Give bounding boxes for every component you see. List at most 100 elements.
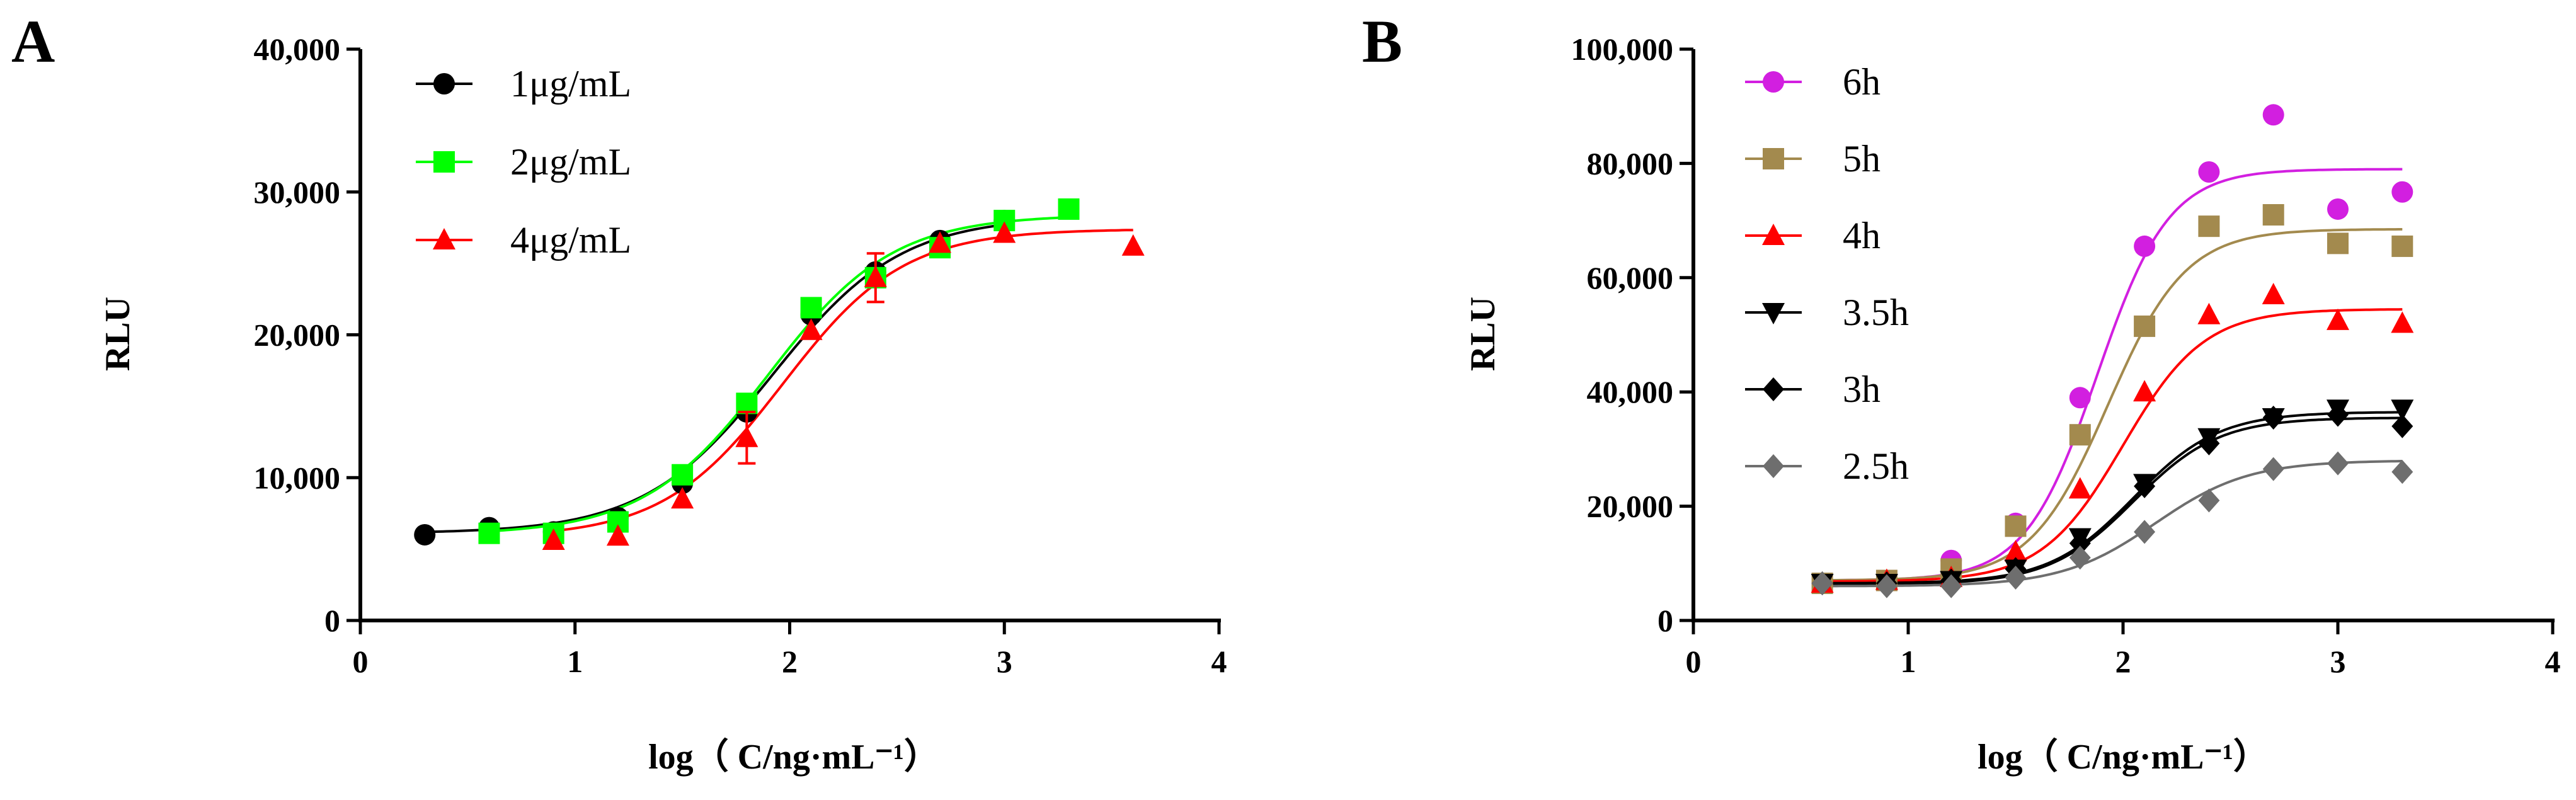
y-tick-label: 60,000 [1587, 260, 1674, 295]
legend-entry: 3h [1843, 369, 1880, 410]
y-tick-label: 40,000 [1587, 374, 1674, 409]
data-point [2133, 380, 2156, 402]
y-tick-label: 40,000 [254, 31, 341, 67]
legend-marker [433, 151, 455, 173]
data-point [993, 221, 1016, 243]
legend-marker [1763, 148, 1784, 169]
data-point [929, 231, 952, 253]
data-point [1875, 574, 1898, 598]
x-tick-label: 1 [567, 644, 583, 679]
data-point [672, 464, 694, 486]
fit-curve-1μg/mL [425, 223, 1005, 534]
data-point [1058, 198, 1080, 220]
legend-marker [1762, 303, 1785, 324]
y-tick-label: 80,000 [1587, 146, 1674, 181]
y-tick-label: 30,000 [254, 174, 341, 210]
y-tick-label: 10,000 [254, 460, 341, 495]
data-point [2134, 520, 2156, 544]
data-point [2391, 460, 2413, 484]
x-tick-label: 0 [1686, 644, 1702, 679]
fit-curve-2μg/mL [489, 216, 1069, 533]
data-point [2134, 474, 2156, 498]
fit-curve-2.5h [1822, 460, 2403, 588]
panel-a: A log（ C/ng·mL⁻¹） RLU 0 1 2 3 4 0 10,000 20,000… [11, 8, 1227, 777]
data-point [800, 297, 822, 319]
data-point [2262, 104, 2284, 126]
data-point [2327, 308, 2349, 330]
legend-entry: 1μg/mL [510, 63, 631, 105]
x-tick-label: 2 [2115, 644, 2131, 679]
data-point [2391, 414, 2413, 438]
data-point [2327, 451, 2349, 476]
panel-letter-b: B [1362, 8, 1402, 75]
data-point [2005, 515, 2027, 537]
data-point [2198, 488, 2220, 513]
fit-curve-5h [1822, 228, 2403, 582]
y-axis-title: RLU [1463, 297, 1503, 371]
data-point [2391, 181, 2413, 203]
y-tick-label: 20,000 [254, 317, 341, 353]
data-point [2068, 477, 2092, 499]
data-point [736, 392, 758, 414]
y-tick-label: 0 [1657, 603, 1673, 638]
legend-marker [1762, 224, 1785, 245]
data-point [414, 523, 436, 546]
data-point [542, 529, 565, 551]
legend-entry: 4h [1843, 215, 1880, 256]
data-point [2198, 161, 2220, 183]
data-point [2069, 546, 2091, 570]
legend-marker [433, 228, 455, 249]
fit-curve-4μg/mL [553, 229, 1133, 532]
x-tick-label: 3 [997, 644, 1012, 679]
data-point [2069, 424, 2091, 446]
data-point [2198, 431, 2220, 455]
x-tick-label: 4 [1211, 644, 1227, 679]
legend-marker [1763, 71, 1784, 93]
data-point [2391, 399, 2414, 421]
data-point [2069, 387, 2091, 409]
data-point [478, 522, 500, 544]
data-point [2327, 232, 2349, 254]
data-point [864, 265, 887, 287]
x-tick-label: 1 [1901, 644, 1916, 679]
legend-entry: 3.5h [1843, 292, 1909, 333]
panel-letter-a: A [11, 8, 55, 75]
x-axis-title: log（ C/ng·mL⁻¹） [648, 737, 939, 777]
data-point [2262, 204, 2284, 226]
data-point [2391, 311, 2414, 333]
data-point [2005, 565, 2027, 590]
data-point [2327, 403, 2349, 427]
legend-marker [1763, 454, 1784, 478]
data-point [2134, 315, 2156, 337]
fit-curve-3h [1822, 416, 2403, 586]
fit-curve-3.5h [1822, 411, 2403, 585]
data-point [2134, 235, 2156, 257]
x-tick-label: 0 [353, 644, 369, 679]
y-tick-label: 0 [324, 603, 340, 638]
data-point [2198, 215, 2220, 237]
data-point [2391, 235, 2413, 257]
data-point [2262, 283, 2285, 305]
y-tick-label: 20,000 [1587, 489, 1674, 524]
data-point [799, 318, 823, 340]
legend-entry: 2μg/mL [510, 141, 631, 183]
y-tick-label: 100,000 [1571, 31, 1674, 67]
x-axis-title: log（ C/ng·mL⁻¹） [1978, 737, 2269, 777]
y-axis-title: RLU [98, 297, 137, 371]
legend-entry: 6h [1843, 61, 1880, 103]
fit-curve-4h [1822, 308, 2403, 583]
data-point [606, 524, 629, 546]
data-point [2004, 540, 2027, 562]
data-point [2197, 302, 2221, 324]
data-point [1811, 571, 1833, 596]
data-point [671, 487, 694, 509]
data-point [1940, 574, 1962, 598]
legend-marker [433, 73, 455, 94]
panel-b: B log（ C/ng·mL⁻¹） RLU 0 1 2 3 4 0 20,000 40,000… [1362, 8, 2561, 777]
legend-entry: 5h [1843, 138, 1880, 180]
x-tick-label: 3 [2330, 644, 2346, 679]
x-tick-label: 4 [2545, 644, 2561, 679]
data-point [2327, 198, 2349, 220]
data-point [1121, 234, 1145, 256]
data-point [735, 425, 758, 447]
